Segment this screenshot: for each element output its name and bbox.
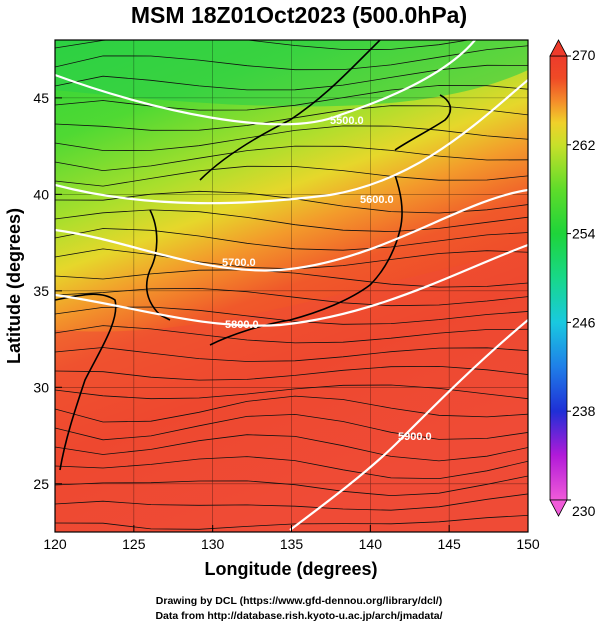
coastline-korea	[145, 209, 171, 321]
lat-lon-grid	[55, 40, 528, 532]
colorbar: 230 238 246 254 262 270	[549, 39, 596, 519]
streamline	[55, 514, 528, 530]
x-tick-label: 130	[201, 536, 225, 552]
colorbar-bottom-arrow	[549, 499, 568, 517]
x-tick-label: 150	[516, 536, 540, 552]
streamline	[55, 287, 528, 307]
y-tick-label: 40	[33, 186, 49, 202]
streamline	[55, 475, 528, 497]
map-title: MSM 18Z01Oct2023 (500.0hPa)	[131, 2, 467, 28]
x-axis-ticks: 120 125 130 135 140 145 150	[43, 525, 540, 552]
colorbar-tick-label: 270	[572, 47, 596, 63]
streamline	[55, 413, 528, 441]
streamline	[55, 347, 528, 362]
colorbar-tick-label: 238	[572, 403, 596, 419]
streamline	[55, 125, 528, 151]
streamline	[55, 145, 528, 172]
contour-labels: 5500.0 5600.0 5700.0 5800.0 5900.0	[222, 115, 432, 443]
contour-label-5900: 5900.0	[398, 431, 432, 443]
credit-data: Data from http://database.rish.kyoto-u.a…	[155, 610, 442, 622]
y-axis-ticks: 25 30 35 40 45	[33, 90, 62, 492]
coastline-russia	[199, 40, 381, 181]
contour-5900	[289, 319, 528, 531]
streamline	[55, 209, 528, 233]
streamline	[55, 105, 528, 131]
wind-streamlines	[55, 40, 528, 530]
y-axis-title: Latitude (degrees)	[4, 208, 24, 364]
x-tick-label: 140	[359, 536, 383, 552]
coastline-japan-honshu	[209, 174, 403, 346]
streamline	[55, 165, 528, 187]
streamline	[55, 365, 528, 381]
contour-5700	[55, 188, 528, 272]
contour-label-5700: 5700.0	[222, 257, 256, 269]
height-contours	[55, 40, 528, 531]
colorbar-tick-label: 254	[572, 226, 596, 242]
streamline	[55, 85, 528, 111]
contour-label-5800: 5800.0	[225, 319, 259, 331]
streamline	[55, 64, 528, 91]
streamline	[55, 306, 528, 325]
contour-5800	[55, 243, 528, 327]
colorbar-tick-label: 230	[572, 503, 596, 519]
cool-region	[55, 40, 528, 107]
credit-drawing: Drawing by DCL (https://www.gfd-dennou.o…	[156, 595, 442, 607]
coastline-hokkaido	[394, 94, 452, 151]
streamline	[55, 228, 528, 251]
colorbar-tick-label: 262	[572, 137, 596, 153]
streamline	[55, 45, 528, 71]
y-tick-label: 45	[33, 90, 49, 106]
contour-5500	[55, 40, 476, 126]
x-tick-label: 120	[43, 536, 67, 552]
x-tick-label: 145	[437, 536, 461, 552]
streamline	[55, 40, 471, 50]
colorbar-top-arrow	[549, 39, 568, 57]
colorbar-tick-label: 246	[572, 314, 596, 330]
x-tick-label: 125	[122, 536, 146, 552]
x-axis-title: Longitude (degrees)	[204, 559, 377, 579]
plot-area: 5500.0 5600.0 5700.0 5800.0 5900.0	[55, 40, 528, 532]
colorbar-ticks: 230 238 246 254 262 270	[567, 47, 596, 519]
contour-label-5600: 5600.0	[360, 194, 394, 206]
x-tick-label: 135	[280, 536, 304, 552]
y-tick-label: 35	[33, 283, 49, 299]
streamline	[55, 384, 528, 400]
contour-5600	[55, 79, 528, 205]
y-tick-label: 30	[33, 379, 49, 395]
streamline	[55, 269, 528, 288]
y-tick-label: 25	[33, 476, 49, 492]
colorbar-body	[549, 55, 568, 501]
coastline-china	[55, 293, 117, 471]
streamline	[55, 325, 528, 344]
streamline	[55, 434, 528, 462]
coastlines	[55, 40, 452, 471]
contour-label-5500: 5500.0	[330, 115, 364, 127]
streamline	[55, 493, 528, 511]
streamline	[55, 395, 528, 423]
streamline	[55, 456, 528, 480]
